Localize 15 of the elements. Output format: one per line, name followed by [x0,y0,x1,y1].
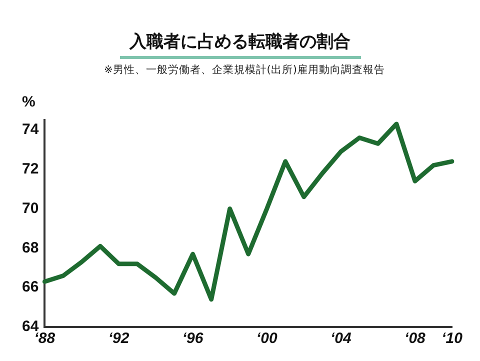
y-tick-label: 70 [22,200,39,217]
x-tick-label: ‘08 [404,330,426,348]
y-tick-label: 68 [22,239,39,256]
y-tick-label: 72 [22,160,39,178]
x-tick-label: ‘00 [256,330,278,348]
chart-subtitle: ※男性、一般労働者、企業規模計(出所)雇用動向調査報告 [104,63,385,77]
x-tick-label: ‘10 [442,330,464,348]
x-tick-label: ‘04 [330,330,352,348]
y-tick-label: 66 [22,278,39,296]
x-tick-label: ‘92 [108,330,130,348]
y-tick-label: 74 [22,121,40,138]
x-tick-label: ‘96 [182,330,204,348]
chart-title: 入職者に占める転職者の割合 [120,30,360,59]
x-tick-label: ‘88 [34,330,56,348]
y-axis-title: % [22,94,36,111]
